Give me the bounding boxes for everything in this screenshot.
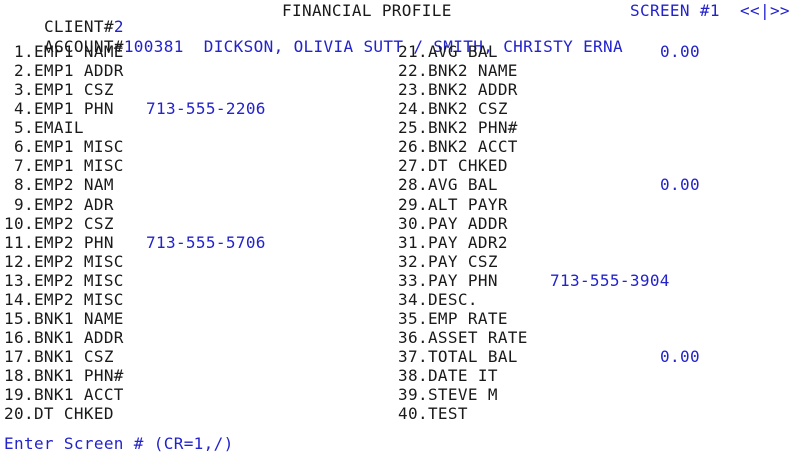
field-row-4: 4.EMP1 PHN 713-555-2206 [4, 99, 265, 119]
field-label: 34.DESC. [398, 289, 478, 309]
field-row-28: 28.AVG BAL 0.00 [398, 175, 700, 195]
field-label: 16.BNK1 ADDR [4, 328, 124, 348]
field-label: 36.ASSET RATE [398, 328, 528, 348]
field-row-9: 9.EMP2 ADR [4, 194, 114, 214]
field-row-11: 11.EMP2 PHN 713-555-5706 [4, 232, 265, 252]
client-label: CLIENT# [43, 17, 114, 36]
field-label: 32.PAY CSZ [398, 251, 498, 271]
field-label: 18.BNK1 PHN# [4, 366, 124, 386]
field-row-16: 16.BNK1 ADDR [4, 330, 124, 347]
field-row-6: 6.EMP1 MISC [4, 139, 124, 156]
page-title: FINANCIAL PROFILE [282, 1, 452, 20]
field-label: 4.EMP1 PHN [4, 99, 114, 119]
field-row-38: 38.DATE IT [398, 368, 498, 385]
field-row-17: 17.BNK1 CSZ [4, 349, 114, 366]
field-row-36: 36.ASSET RATE [398, 330, 528, 347]
account-label: ACCOUNT# [43, 37, 124, 56]
account-names: DICKSON, OLIVIA SUTT / SMITH, CHRISTY ER… [203, 37, 623, 56]
field-label: 30.PAY ADDR [398, 213, 508, 233]
field-label: 27.DT CHKED [398, 156, 508, 176]
field-value: 0.00 [660, 175, 700, 195]
field-row-8: 8.EMP2 NAM [4, 177, 114, 194]
field-row-20: 20.DT CHKED [4, 406, 114, 423]
field-label: 10.EMP2 CSZ [4, 213, 114, 233]
field-row-31: 31.PAY ADR2 [398, 232, 508, 252]
field-label: 37.TOTAL BAL [398, 347, 518, 367]
field-row-37: 37.TOTAL BAL 0.00 [398, 347, 700, 367]
field-row-19: 19.BNK1 ACCT [4, 387, 124, 404]
field-label: 2.EMP1 ADDR [4, 61, 124, 81]
field-row-23: 23.BNK2 ADDR [398, 82, 518, 99]
field-value: 0.00 [660, 42, 700, 61]
field-label: 21.AVG BAL [398, 42, 498, 61]
field-row-13: 13.EMP2 MISC [4, 270, 124, 290]
field-row-3: 3.EMP1 CSZ [4, 82, 114, 99]
field-label: 7.EMP1 MISC [4, 156, 124, 176]
account-number: 100381 [123, 37, 184, 56]
field-label: 39.STEVE M [398, 385, 498, 405]
field-label: 29.ALT PAYR [398, 194, 508, 214]
field-row-27: 27.DT CHKED [398, 158, 508, 175]
field-label: 28.AVG BAL [398, 175, 498, 195]
client-line: CLIENT#2 [4, 3, 124, 51]
field-label: 23.BNK2 ADDR [398, 80, 518, 100]
field-row-5: 5.EMAIL [4, 120, 84, 137]
field-row-15: 15.BNK1 NAME [4, 308, 124, 328]
field-label: 15.BNK1 NAME [4, 308, 124, 328]
screen-number-label: SCREEN #1 [630, 1, 720, 20]
field-label: 20.DT CHKED [4, 404, 114, 424]
field-value: 0.00 [660, 347, 700, 367]
field-value: 713-555-3904 [550, 270, 670, 290]
command-prompt[interactable]: Enter Screen # (CR=1,/) [4, 434, 234, 453]
field-label: 6.EMP1 MISC [4, 137, 124, 157]
account-line: ACCOUNT#100381 DICKSON, OLIVIA SUTT / SMI… [4, 23, 623, 71]
field-label: 9.EMP2 ADR [4, 194, 114, 214]
field-label: 31.PAY ADR2 [398, 232, 508, 252]
client-number: 2 [113, 17, 124, 36]
field-label: 19.BNK1 ACCT [4, 385, 124, 405]
pager-arrows-icon[interactable]: <<|>> [740, 1, 790, 20]
field-row-26: 26.BNK2 ACCT [398, 139, 518, 156]
field-label: 1.EMP1 NAME [4, 42, 124, 61]
field-label: 40.TEST [398, 404, 468, 424]
field-label: 25.BNK2 PHN# [398, 118, 518, 138]
field-row-25: 25.BNK2 PHN# [398, 120, 518, 137]
field-value: 713-555-5706 [146, 232, 266, 252]
field-row-10: 10.EMP2 CSZ [4, 213, 114, 233]
field-label: 13.EMP2 MISC [4, 270, 124, 290]
field-label: 3.EMP1 CSZ [4, 80, 114, 100]
field-label: 5.EMAIL [4, 118, 84, 138]
field-label: 38.DATE IT [398, 366, 498, 386]
field-label: 35.EMP RATE [398, 308, 508, 328]
field-label: 14.EMP2 MISC [4, 289, 124, 309]
field-row-22: 22.BNK2 NAME [398, 63, 518, 80]
field-label: 26.BNK2 ACCT [398, 137, 518, 157]
field-value: 713-555-2206 [146, 99, 266, 119]
field-row-18: 18.BNK1 PHN# [4, 368, 124, 385]
field-row-40: 40.TEST [398, 406, 468, 423]
field-row-7: 7.EMP1 MISC [4, 158, 124, 175]
field-label: 22.BNK2 NAME [398, 61, 518, 81]
field-row-33: 33.PAY PHN 713-555-3904 [398, 270, 669, 290]
field-row-29: 29.ALT PAYR [398, 194, 508, 214]
field-row-32: 32.PAY CSZ [398, 251, 498, 271]
field-row-12: 12.EMP2 MISC [4, 251, 124, 271]
field-label: 8.EMP2 NAM [4, 175, 114, 195]
field-label: 24.BNK2 CSZ [398, 99, 508, 119]
field-row-21: 21.AVG BAL 0.00 [398, 42, 700, 61]
field-label: 11.EMP2 PHN [4, 232, 114, 252]
field-row-30: 30.PAY ADDR [398, 213, 508, 233]
field-row-35: 35.EMP RATE [398, 308, 508, 328]
field-label: 17.BNK1 CSZ [4, 347, 114, 367]
field-label: 33.PAY PHN [398, 270, 498, 290]
field-row-2: 2.EMP1 ADDR [4, 63, 124, 80]
field-row-1: 1.EMP1 NAME [4, 44, 124, 61]
field-row-39: 39.STEVE M [398, 387, 498, 404]
field-label: 12.EMP2 MISC [4, 251, 124, 271]
field-row-34: 34.DESC. [398, 289, 478, 309]
field-row-14: 14.EMP2 MISC [4, 289, 124, 309]
field-row-24: 24.BNK2 CSZ [398, 101, 508, 118]
